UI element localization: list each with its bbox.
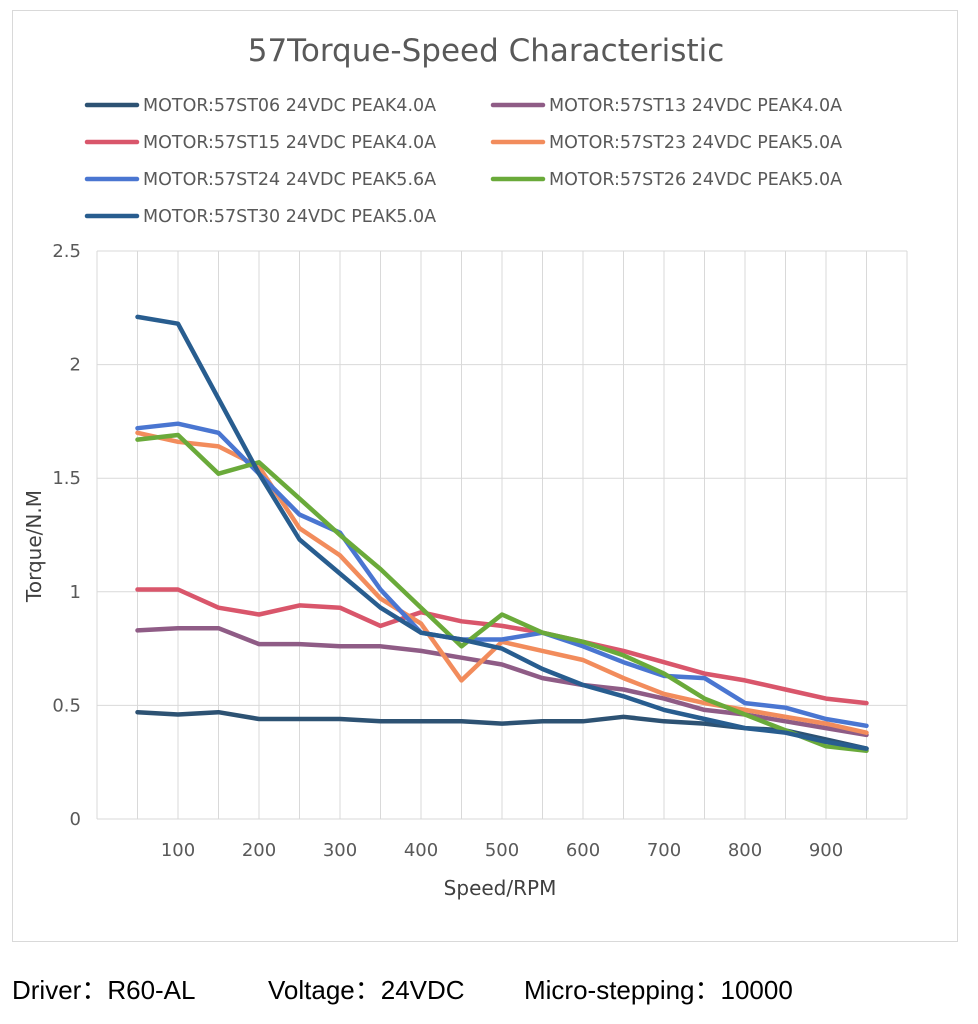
legend-label: MOTOR:57ST15 24VDC PEAK4.0A xyxy=(143,133,436,153)
legend-item-1: MOTOR:57ST06 24VDC PEAK4.0A xyxy=(84,96,436,116)
series-line-3 xyxy=(135,587,869,706)
chart-frame: 57Torque-Speed Characteristic MOTOR:57ST… xyxy=(12,10,958,942)
y-tick-label: 0 xyxy=(70,809,81,830)
x-tick-label: 400 xyxy=(404,840,438,861)
x-tick-label: 900 xyxy=(809,840,843,861)
y-axis-label: Torque/N.M xyxy=(22,490,46,603)
voltage-info: Voltage：24VDC xyxy=(268,975,465,1005)
y-tick-label: 2.5 xyxy=(52,241,81,262)
x-axis-label: Speed/RPM xyxy=(444,876,557,900)
x-ticks: 100 200 300 400 500 600 700 800 900 xyxy=(161,840,843,861)
series-line-4 xyxy=(135,430,869,735)
chart-title: 57Torque-Speed Characteristic xyxy=(248,33,725,69)
legend-label: MOTOR:57ST30 24VDC PEAK5.0A xyxy=(143,207,436,227)
x-tick-label: 500 xyxy=(485,840,519,861)
legend-item-6: MOTOR:57ST26 24VDC PEAK5.0A xyxy=(490,170,842,190)
legend-label: MOTOR:57ST23 24VDC PEAK5.0A xyxy=(549,133,842,153)
x-tick-label: 100 xyxy=(161,840,195,861)
y-tick-label: 1 xyxy=(70,582,81,603)
y-tick-label: 2 xyxy=(70,355,81,376)
microstepping-info: Micro-stepping：10000 xyxy=(524,975,793,1005)
legend-item-4: MOTOR:57ST23 24VDC PEAK5.0A xyxy=(490,133,842,153)
legend-label: MOTOR:57ST13 24VDC PEAK4.0A xyxy=(549,96,842,116)
x-tick-label: 600 xyxy=(566,840,600,861)
legend-label: MOTOR:57ST06 24VDC PEAK4.0A xyxy=(143,96,436,116)
legend-item-2: MOTOR:57ST13 24VDC PEAK4.0A xyxy=(490,96,842,116)
legend-label: MOTOR:57ST24 24VDC PEAK5.6A xyxy=(143,170,436,190)
y-tick-label: 0.5 xyxy=(52,695,81,716)
legend-item-3: MOTOR:57ST15 24VDC PEAK4.0A xyxy=(84,133,436,153)
x-tick-label: 200 xyxy=(242,840,276,861)
legend-item-5: MOTOR:57ST24 24VDC PEAK5.6A xyxy=(84,170,436,190)
legend: MOTOR:57ST06 24VDC PEAK4.0A MOTOR:57ST13 … xyxy=(84,96,842,227)
series-line-7 xyxy=(135,314,869,751)
footer: Driver：R60-AL Voltage：24VDC Micro-steppi… xyxy=(12,970,972,1010)
series-line-6 xyxy=(135,432,869,754)
y-tick-label: 1.5 xyxy=(52,468,81,489)
driver-info: Driver：R60-AL xyxy=(12,975,196,1005)
chart-svg: 57Torque-Speed Characteristic MOTOR:57ST… xyxy=(22,33,908,900)
x-tick-label: 800 xyxy=(728,840,762,861)
x-tick-label: 700 xyxy=(647,840,681,861)
y-ticks: 0 0.5 1 1.5 2 2.5 xyxy=(52,241,81,830)
x-tick-label: 300 xyxy=(323,840,357,861)
legend-label: MOTOR:57ST26 24VDC PEAK5.0A xyxy=(549,170,842,190)
plot-lines xyxy=(135,314,869,754)
legend-item-7: MOTOR:57ST30 24VDC PEAK5.0A xyxy=(84,207,436,227)
